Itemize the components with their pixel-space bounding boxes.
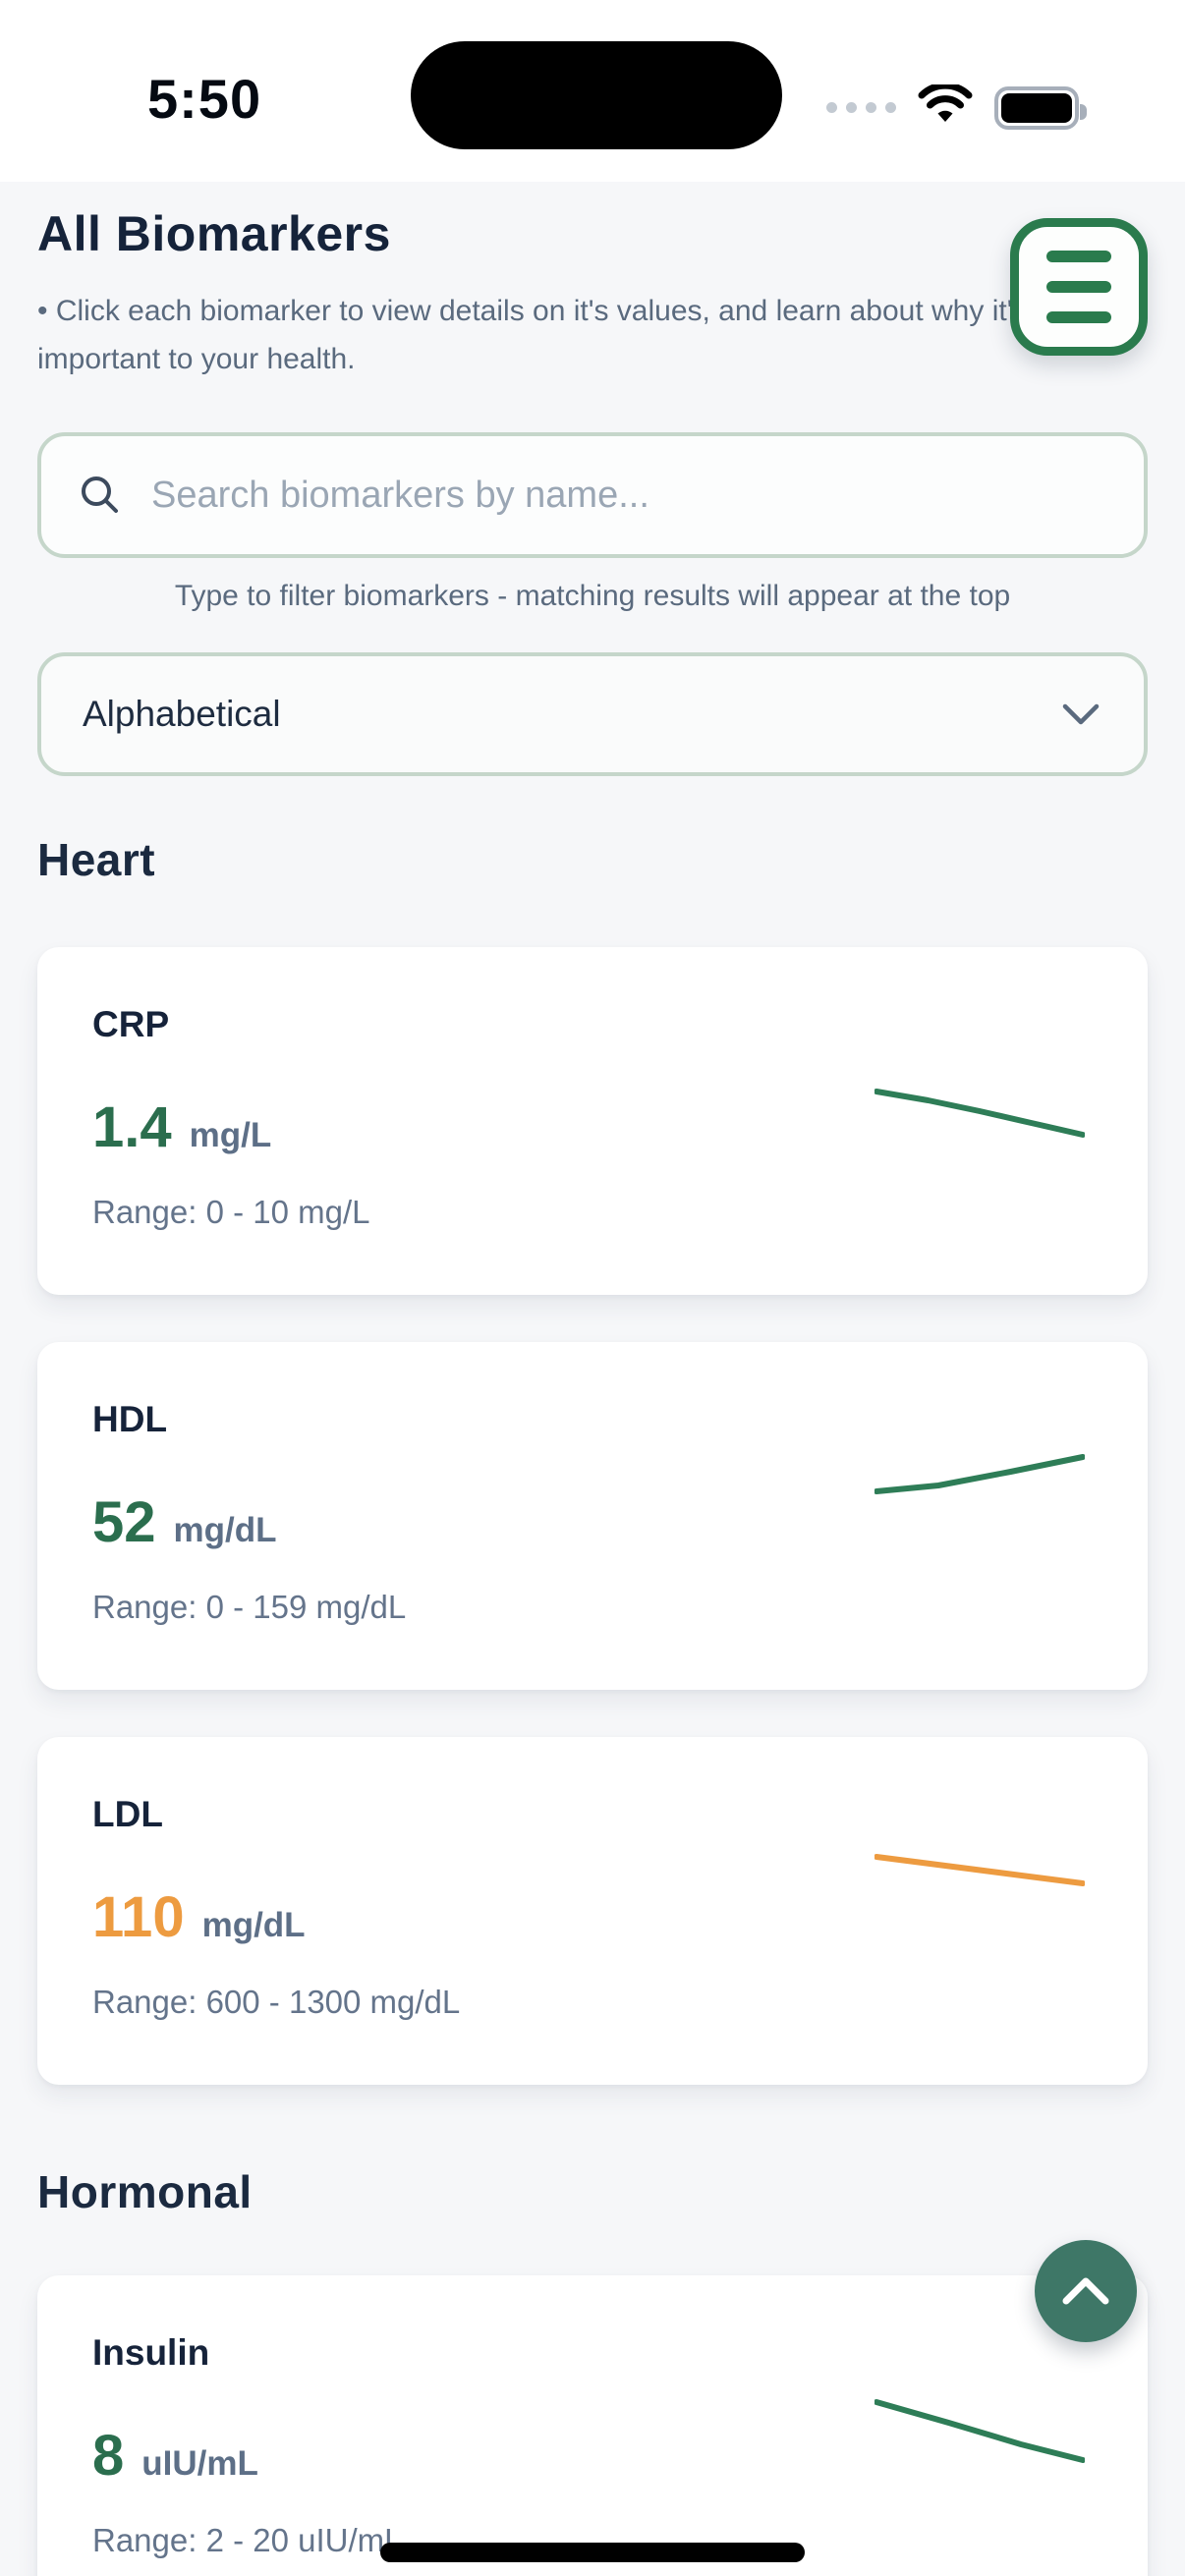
biomarker-range: Range: 2 - 20 uIU/mL bbox=[92, 2522, 403, 2559]
biomarker-value-row: 8 uIU/mL bbox=[92, 2423, 1093, 2489]
sparkline-chart bbox=[874, 1450, 1086, 1519]
cellular-signal-icon bbox=[826, 102, 896, 113]
section-title-hormonal: Hormonal bbox=[37, 2166, 253, 2218]
biomarker-value: 8 bbox=[92, 2424, 125, 2489]
biomarker-range: Range: 600 - 1300 mg/dL bbox=[92, 1984, 461, 2021]
menu-button[interactable] bbox=[1010, 218, 1148, 356]
heart-cards: CRP 1.4 mg/L Range: 0 - 10 mg/L HDL 52 m… bbox=[37, 947, 1148, 2086]
biomarker-name: Insulin bbox=[92, 2332, 210, 2374]
sort-dropdown[interactable]: Alphabetical bbox=[37, 652, 1148, 777]
biomarker-card-insulin[interactable]: Insulin 8 uIU/mL Range: 2 - 20 uIU/mL bbox=[37, 2275, 1148, 2576]
biomarker-unit: mg/dL bbox=[201, 1906, 306, 1945]
biomarker-value-row: 110 mg/dL bbox=[92, 1884, 1093, 1950]
biomarker-name: LDL bbox=[92, 1794, 163, 1835]
sparkline-chart bbox=[874, 1085, 1086, 1153]
search-icon bbox=[82, 476, 118, 514]
biomarker-name: CRP bbox=[92, 1004, 170, 1045]
wifi-icon bbox=[918, 82, 973, 131]
status-bar: 5:50 bbox=[0, 0, 1185, 182]
chevron-down-icon bbox=[1062, 703, 1100, 725]
section-title-heart: Heart bbox=[37, 834, 156, 886]
search-input[interactable] bbox=[149, 473, 1108, 518]
chevron-up-icon bbox=[1062, 2277, 1109, 2305]
biomarker-name: HDL bbox=[92, 1399, 168, 1440]
biomarker-range: Range: 0 - 159 mg/dL bbox=[92, 1589, 407, 1626]
home-indicator[interactable] bbox=[380, 2543, 805, 2562]
search-helper-text: Type to filter biomarkers - matching res… bbox=[174, 580, 1011, 613]
biomarker-unit: mg/dL bbox=[173, 1511, 277, 1550]
scroll-to-top-button[interactable] bbox=[1035, 2240, 1137, 2342]
biomarker-value-row: 1.4 mg/L bbox=[92, 1094, 1093, 1160]
dynamic-island bbox=[411, 41, 782, 149]
page-description: • Click each biomarker to view details o… bbox=[37, 295, 1028, 375]
biomarker-unit: uIU/mL bbox=[141, 2444, 258, 2484]
status-time: 5:50 bbox=[147, 68, 262, 130]
battery-icon bbox=[994, 85, 1087, 130]
biomarker-value: 52 bbox=[92, 1490, 156, 1555]
search-box[interactable] bbox=[37, 432, 1148, 559]
main-content: All Biomarkers • Click each biomarker to… bbox=[0, 182, 1185, 2576]
biomarker-unit: mg/L bbox=[189, 1116, 272, 1155]
biomarker-range: Range: 0 - 10 mg/L bbox=[92, 1194, 370, 1231]
biomarker-value: 1.4 bbox=[92, 1095, 172, 1160]
biomarker-card-crp[interactable]: CRP 1.4 mg/L Range: 0 - 10 mg/L bbox=[37, 947, 1148, 1296]
page-title: All Biomarkers bbox=[37, 206, 391, 261]
sort-selected-value: Alphabetical bbox=[83, 694, 281, 735]
sparkline-chart bbox=[874, 1851, 1086, 1920]
biomarker-value-row: 52 mg/dL bbox=[92, 1489, 1093, 1555]
biomarker-card-hdl[interactable]: HDL 52 mg/dL Range: 0 - 159 mg/dL bbox=[37, 1342, 1148, 1691]
sparkline-chart bbox=[874, 2397, 1086, 2466]
biomarker-card-ldl[interactable]: LDL 110 mg/dL Range: 600 - 1300 mg/dL bbox=[37, 1737, 1148, 2086]
status-icons bbox=[826, 82, 1087, 131]
biomarker-value: 110 bbox=[92, 1885, 185, 1950]
